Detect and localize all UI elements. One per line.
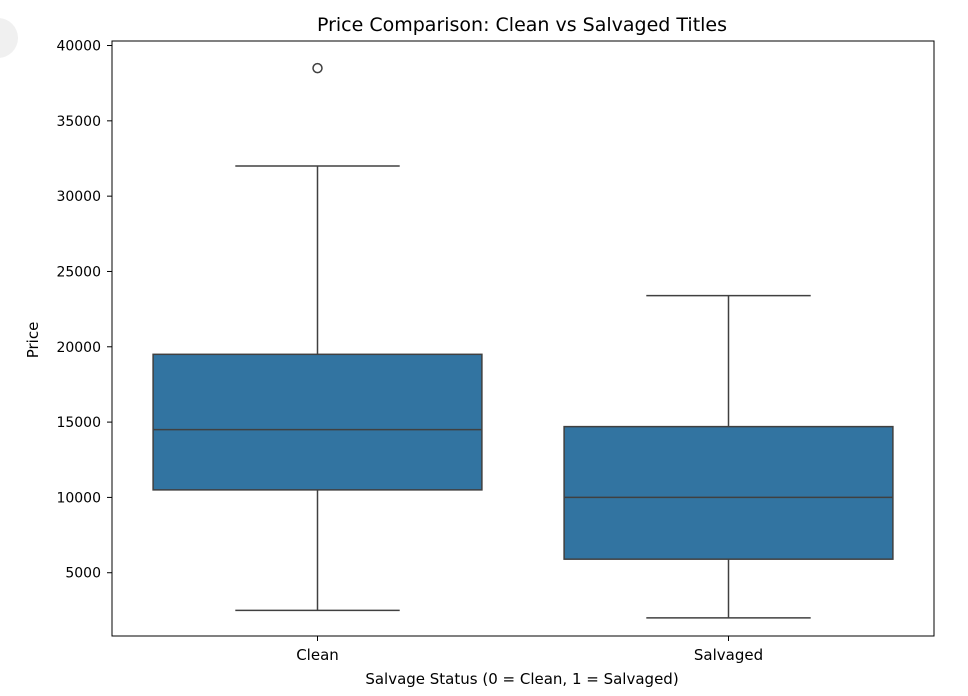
corner-decoration xyxy=(0,18,18,58)
x-tick-label-clean: Clean xyxy=(296,646,339,664)
clean-box xyxy=(152,353,483,491)
y-tick-label-6: 35000 xyxy=(56,114,101,130)
plot-frame xyxy=(111,40,935,637)
y-tick-label-2: 15000 xyxy=(56,415,101,431)
y-tick-label-0: 5000 xyxy=(65,566,101,582)
y-axis-label: Price xyxy=(24,322,42,359)
y-tick-label-5: 30000 xyxy=(56,189,101,205)
x-tick-label-salvaged: Salvaged xyxy=(694,646,763,664)
plot-area: 5000 10000 15000 20000 25000 30000 35000 40000 C… xyxy=(56,39,935,664)
clean-outlier-0 xyxy=(312,62,323,74)
y-tick-label-3: 20000 xyxy=(56,340,101,356)
x-axis-label: Salvage Status (0 = Clean, 1 = Salvaged) xyxy=(365,670,678,688)
y-tick-label-4: 25000 xyxy=(56,264,101,280)
chart-title: Price Comparison: Clean vs Salvaged Titl… xyxy=(317,14,727,36)
y-tick-label-7: 40000 xyxy=(56,39,101,55)
salvaged-box xyxy=(563,425,894,560)
y-tick-label-1: 10000 xyxy=(56,490,101,506)
